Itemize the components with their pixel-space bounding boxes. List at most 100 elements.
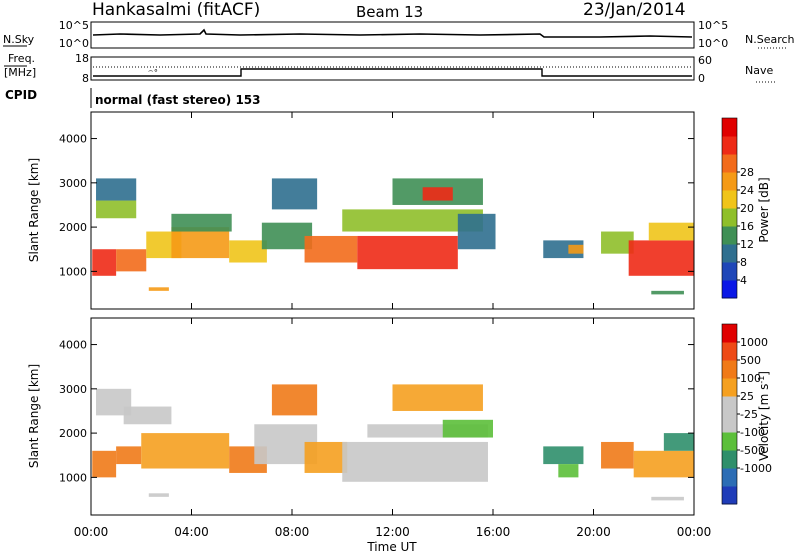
- colorbar-tick-label: 16: [740, 220, 754, 233]
- colorbar-tick-label: 20: [740, 202, 754, 215]
- y-tick-label: 3000: [59, 177, 87, 190]
- scatter-region: [141, 433, 230, 469]
- scatter-region: [342, 441, 488, 482]
- y-tick-label: 1000: [59, 265, 87, 278]
- nsky-trace: [92, 28, 693, 38]
- colorbar-segment: [722, 208, 737, 227]
- scatter-region: [558, 464, 579, 478]
- scatter-region: [271, 384, 318, 416]
- freq-glitch: ⌢∘: [148, 66, 158, 75]
- x-tick-label: 00:00: [74, 525, 109, 539]
- scatter-region: [663, 433, 694, 451]
- scatter-region: [92, 450, 117, 478]
- power-colorbar-label: Power [dB]: [757, 177, 771, 242]
- nsearch-tick-low: 10^0: [698, 37, 728, 50]
- scatter-region: [651, 290, 684, 295]
- colorbar-segment: [722, 414, 737, 433]
- colorbar-segment: [722, 172, 737, 191]
- scatter-region: [116, 249, 147, 272]
- x-tick-label: 20:00: [576, 525, 611, 539]
- scatter-region: [648, 222, 694, 241]
- velocity-colorbar: 1000 500 100 25 -25 -100 -500 -1000: [721, 323, 772, 505]
- scatter-region: [92, 249, 117, 276]
- scatter-region: [543, 446, 584, 465]
- scatter-region: [148, 493, 169, 497]
- x-axis-label: Time UT: [366, 540, 417, 554]
- freq-unit-label: [MHz]: [4, 66, 36, 79]
- y-tick-label: 4000: [59, 133, 87, 146]
- scatter-region: [116, 446, 142, 465]
- colorbar-segment: [722, 244, 737, 263]
- colorbar-segment: [722, 262, 737, 281]
- cpid-text: normal (fast stereo) 153: [95, 93, 261, 107]
- x-tick-label: 16:00: [476, 525, 511, 539]
- y-tick-label: 2000: [59, 427, 87, 440]
- colorbar-tick-label: -500: [740, 444, 765, 457]
- freq-label: Freq.: [8, 52, 35, 65]
- nsearch-label: N.Search: [745, 33, 795, 46]
- scatter-region: [442, 419, 493, 438]
- nave-label: Nave: [745, 64, 773, 77]
- colorbar-segment: [722, 396, 737, 415]
- x-tick-label: 08:00: [275, 525, 310, 539]
- velocity-y-axis: 1000 2000 3000 4000: [59, 339, 694, 484]
- colorbar-segment: [722, 342, 737, 361]
- colorbar-tick-label: 100: [740, 372, 761, 385]
- scatter-region: [171, 227, 230, 259]
- freq-panel: Freq. [MHz] 18 8 60 0 Nave ⌢∘: [4, 52, 776, 85]
- scatter-region: [357, 235, 458, 270]
- freq-tick-high: 18: [75, 52, 89, 65]
- scatter-region: [304, 441, 348, 473]
- power-y-label: Slant Range [km]: [27, 158, 41, 262]
- scatter-region: [271, 178, 318, 210]
- colorbar-segment: [722, 486, 737, 505]
- scatter-region: [651, 496, 684, 501]
- colorbar-segment: [722, 118, 737, 137]
- nave-tick-low: 0: [698, 72, 705, 85]
- nsky-panel: N.Sky 10^5 10^0 10^5 10^0 N.Search: [3, 19, 795, 50]
- x-tick-label: 04:00: [174, 525, 209, 539]
- colorbar-segment: [722, 226, 737, 245]
- colorbar-tick-label: -25: [740, 408, 758, 421]
- scatter-region: [457, 213, 496, 250]
- colorbar-segment: [722, 360, 737, 379]
- station-title: Hankasalmi (fitACF): [92, 0, 260, 20]
- y-tick-label: 4000: [59, 339, 87, 352]
- nsky-label: N.Sky: [3, 33, 35, 46]
- scatter-region: [628, 240, 694, 276]
- x-tick-label: 12:00: [375, 525, 410, 539]
- scatter-region: [304, 235, 358, 263]
- scatter-region: [148, 287, 169, 291]
- velocity-panel: 1000 2000 3000 4000 Slant Range [km] 1000 50…: [27, 317, 772, 516]
- scatter-region: [229, 240, 267, 263]
- scatter-region: [392, 384, 483, 411]
- colorbar-tick-label: 24: [740, 184, 754, 197]
- colorbar-tick-label: 8: [740, 256, 747, 269]
- x-tick-label: 00:00: [677, 525, 712, 539]
- colorbar-segment: [722, 190, 737, 209]
- colorbar-segment: [722, 136, 737, 155]
- scatter-region: [261, 222, 313, 250]
- scatter-region: [171, 213, 232, 232]
- scatter-region: [601, 231, 634, 254]
- scatter-region: [96, 200, 137, 219]
- velocity-y-label: Slant Range [km]: [27, 364, 41, 468]
- nave-trace: [93, 68, 692, 77]
- colorbar-segment: [722, 280, 737, 299]
- colorbar-tick-label: 4: [740, 274, 747, 287]
- colorbar-tick-label: -100: [740, 426, 765, 439]
- colorbar-tick-label: 28: [740, 166, 754, 179]
- y-tick-label: 1000: [59, 471, 87, 484]
- date-title: 23/Jan/2014: [583, 0, 686, 20]
- power-heatmap: [92, 178, 694, 295]
- y-tick-label: 2000: [59, 221, 87, 234]
- scatter-region: [342, 209, 483, 232]
- colorbar-tick-label: 1000: [740, 336, 768, 349]
- cpid-label: CPID: [5, 88, 37, 102]
- beam-title: Beam 13: [356, 3, 423, 21]
- colorbar-segment: [722, 154, 737, 173]
- colorbar-tick-label: -1000: [740, 462, 772, 475]
- freq-tick-low: 8: [82, 72, 89, 85]
- power-panel: 1000 2000 3000 4000 Slant Range [km] 4 8 12 16…: [27, 111, 771, 310]
- y-tick-label: 3000: [59, 383, 87, 396]
